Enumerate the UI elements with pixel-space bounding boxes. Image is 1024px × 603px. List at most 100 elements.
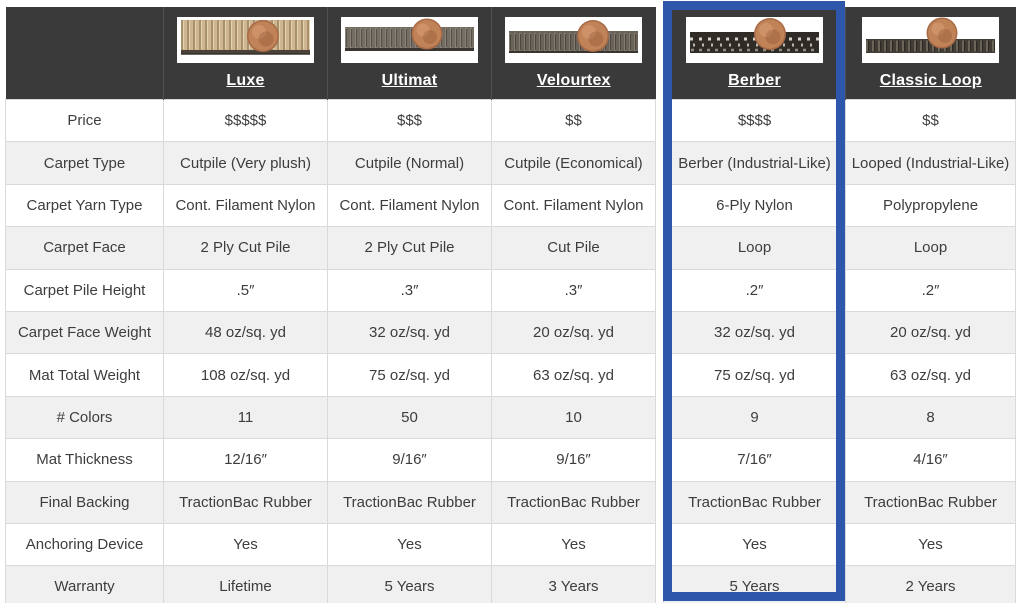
cell-classic-loop-carpet-pile-height: .2″ xyxy=(845,268,1016,312)
row-label: Carpet Face xyxy=(5,226,164,270)
product-header-velourtex: Velourtex xyxy=(491,7,656,100)
column-gap xyxy=(655,396,664,439)
cell-classic-loop-mat-total-weight: 63 oz/sq. yd xyxy=(845,353,1016,397)
cell-classic-loop-final-backing: TractionBac Rubber xyxy=(845,480,1016,524)
column-gap xyxy=(655,269,664,312)
cell-luxe-price: $$$$$ xyxy=(163,98,328,143)
table-row-colors: # Colors 11 50 10 9 8 xyxy=(5,395,1016,440)
cell-velourtex-price: $$ xyxy=(491,98,656,143)
cell-ultimat-final-backing: TractionBac Rubber xyxy=(327,480,492,524)
product-link-classic-loop[interactable]: Classic Loop xyxy=(879,71,982,89)
product-image-luxe xyxy=(177,16,314,63)
table-body: Price $$$$$ $$$ $$ $$$$ $$ Carpet Type Cutpile … xyxy=(5,98,1016,603)
table-row-carpet-pile-height: Carpet Pile Height .5″ .3″ .3″ .2″ .2″ xyxy=(5,268,1016,312)
column-gap xyxy=(655,99,664,142)
cell-classic-loop-carpet-face: Loop xyxy=(845,226,1016,270)
cell-luxe-carpet-face-weight: 48 oz/sq. yd xyxy=(163,310,328,355)
header-row: Luxe xyxy=(5,7,1016,100)
column-gap xyxy=(655,481,664,524)
penny xyxy=(926,17,958,48)
row-label: # Colors xyxy=(5,395,164,440)
table-row-anchoring-device: Anchoring Device Yes Yes Yes Yes Yes xyxy=(5,522,1016,567)
penny xyxy=(577,19,610,52)
cell-classic-loop-carpet-yarn-type: Polypropylene xyxy=(845,183,1016,228)
cell-velourtex-carpet-type: Cutpile (Economical) xyxy=(491,141,656,185)
cell-velourtex-carpet-pile-height: .3″ xyxy=(491,268,656,312)
column-gap xyxy=(655,311,664,354)
row-label: Mat Thickness xyxy=(5,438,164,482)
cell-velourtex-carpet-yarn-type: Cont. Filament Nylon xyxy=(491,183,656,228)
table-row-carpet-face: Carpet Face 2 Ply Cut Pile 2 Ply Cut Pile C… xyxy=(5,226,1016,270)
cell-berber-colors: 9 xyxy=(663,395,846,440)
cell-ultimat-mat-total-weight: 75 oz/sq. yd xyxy=(327,353,492,397)
cell-classic-loop-mat-thickness: 4/16″ xyxy=(845,438,1016,482)
product-link-velourtex[interactable]: Velourtex xyxy=(536,71,611,89)
row-label: Anchoring Device xyxy=(5,522,164,567)
cell-classic-loop-carpet-type: Looped (Industrial-Like) xyxy=(845,141,1016,185)
cell-classic-loop-price: $$ xyxy=(845,98,1016,143)
product-image-classic-loop xyxy=(862,16,1000,63)
cell-ultimat-carpet-face: 2 Ply Cut Pile xyxy=(327,226,492,270)
cell-velourtex-colors: 10 xyxy=(491,395,656,440)
cell-luxe-colors: 11 xyxy=(163,395,328,440)
table-row-warranty: Warranty Lifetime 5 Years 3 Years 5 Years 2 Y… xyxy=(5,565,1016,603)
table-row-final-backing: Final Backing TractionBac Rubber TractionB… xyxy=(5,480,1016,524)
cell-ultimat-warranty: 5 Years xyxy=(327,565,492,603)
comparison-table: Luxe xyxy=(5,7,1016,603)
column-gap xyxy=(655,523,664,566)
product-link-berber[interactable]: Berber xyxy=(728,71,781,89)
cell-berber-carpet-yarn-type: 6-Ply Nylon xyxy=(663,183,846,228)
cell-luxe-carpet-type: Cutpile (Very plush) xyxy=(163,141,328,185)
table-row-mat-total-weight: Mat Total Weight 108 oz/sq. yd 75 oz/sq. y… xyxy=(5,353,1016,397)
cell-ultimat-anchoring-device: Yes xyxy=(327,522,492,567)
table-row-carpet-type: Carpet Type Cutpile (Very plush) Cutpile (… xyxy=(5,141,1016,185)
row-label: Carpet Type xyxy=(5,141,164,185)
table-row-carpet-yarn-type: Carpet Yarn Type Cont. Filament Nylon Cont… xyxy=(5,183,1016,228)
cell-ultimat-carpet-face-weight: 32 oz/sq. yd xyxy=(327,310,492,355)
row-label: Carpet Pile Height xyxy=(5,268,164,312)
cell-classic-loop-warranty: 2 Years xyxy=(845,565,1016,603)
cell-ultimat-carpet-type: Cutpile (Normal) xyxy=(327,141,492,185)
corner-cell xyxy=(5,7,164,100)
cell-berber-anchoring-device: Yes xyxy=(663,522,846,567)
cell-berber-carpet-face-weight: 32 oz/sq. yd xyxy=(663,310,846,355)
column-gap xyxy=(655,438,664,482)
cell-classic-loop-colors: 8 xyxy=(845,395,1016,440)
table-row-carpet-face-weight: Carpet Face Weight 48 oz/sq. yd 32 oz/sq. … xyxy=(5,310,1016,355)
cell-classic-loop-carpet-face-weight: 20 oz/sq. yd xyxy=(845,310,1016,355)
cell-ultimat-price: $$$ xyxy=(327,98,492,143)
product-image-ultimat xyxy=(341,16,478,63)
cell-berber-carpet-pile-height: .2″ xyxy=(663,268,846,312)
cell-luxe-carpet-face: 2 Ply Cut Pile xyxy=(163,226,328,270)
cell-velourtex-anchoring-device: Yes xyxy=(491,522,656,567)
column-gap xyxy=(655,226,664,270)
product-image-berber xyxy=(686,16,823,63)
cell-velourtex-carpet-face-weight: 20 oz/sq. yd xyxy=(491,310,656,355)
row-label: Price xyxy=(5,98,164,143)
product-link-ultimat[interactable]: Ultimat xyxy=(381,71,438,89)
cell-velourtex-final-backing: TractionBac Rubber xyxy=(491,480,656,524)
product-link-luxe[interactable]: Luxe xyxy=(226,71,265,89)
cell-luxe-mat-thickness: 12/16″ xyxy=(163,438,328,482)
cell-velourtex-mat-thickness: 9/16″ xyxy=(491,438,656,482)
cell-classic-loop-anchoring-device: Yes xyxy=(845,522,1016,567)
penny xyxy=(247,19,279,52)
row-label: Mat Total Weight xyxy=(5,353,164,397)
row-label: Warranty xyxy=(5,565,164,603)
cell-luxe-mat-total-weight: 108 oz/sq. yd xyxy=(163,353,328,397)
cell-berber-carpet-face: Loop xyxy=(663,226,846,270)
row-label: Final Backing xyxy=(5,480,164,524)
column-gap xyxy=(655,353,664,397)
column-gap xyxy=(655,141,664,185)
row-label: Carpet Yarn Type xyxy=(5,183,164,228)
cell-velourtex-carpet-face: Cut Pile xyxy=(491,226,656,270)
product-header-luxe: Luxe xyxy=(163,7,328,100)
cell-velourtex-warranty: 3 Years xyxy=(491,565,656,603)
cell-ultimat-colors: 50 xyxy=(327,395,492,440)
cell-luxe-carpet-yarn-type: Cont. Filament Nylon xyxy=(163,183,328,228)
cell-berber-mat-thickness: 7/16″ xyxy=(663,438,846,482)
cell-ultimat-carpet-pile-height: .3″ xyxy=(327,268,492,312)
cell-luxe-final-backing: TractionBac Rubber xyxy=(163,480,328,524)
penny xyxy=(754,17,786,50)
